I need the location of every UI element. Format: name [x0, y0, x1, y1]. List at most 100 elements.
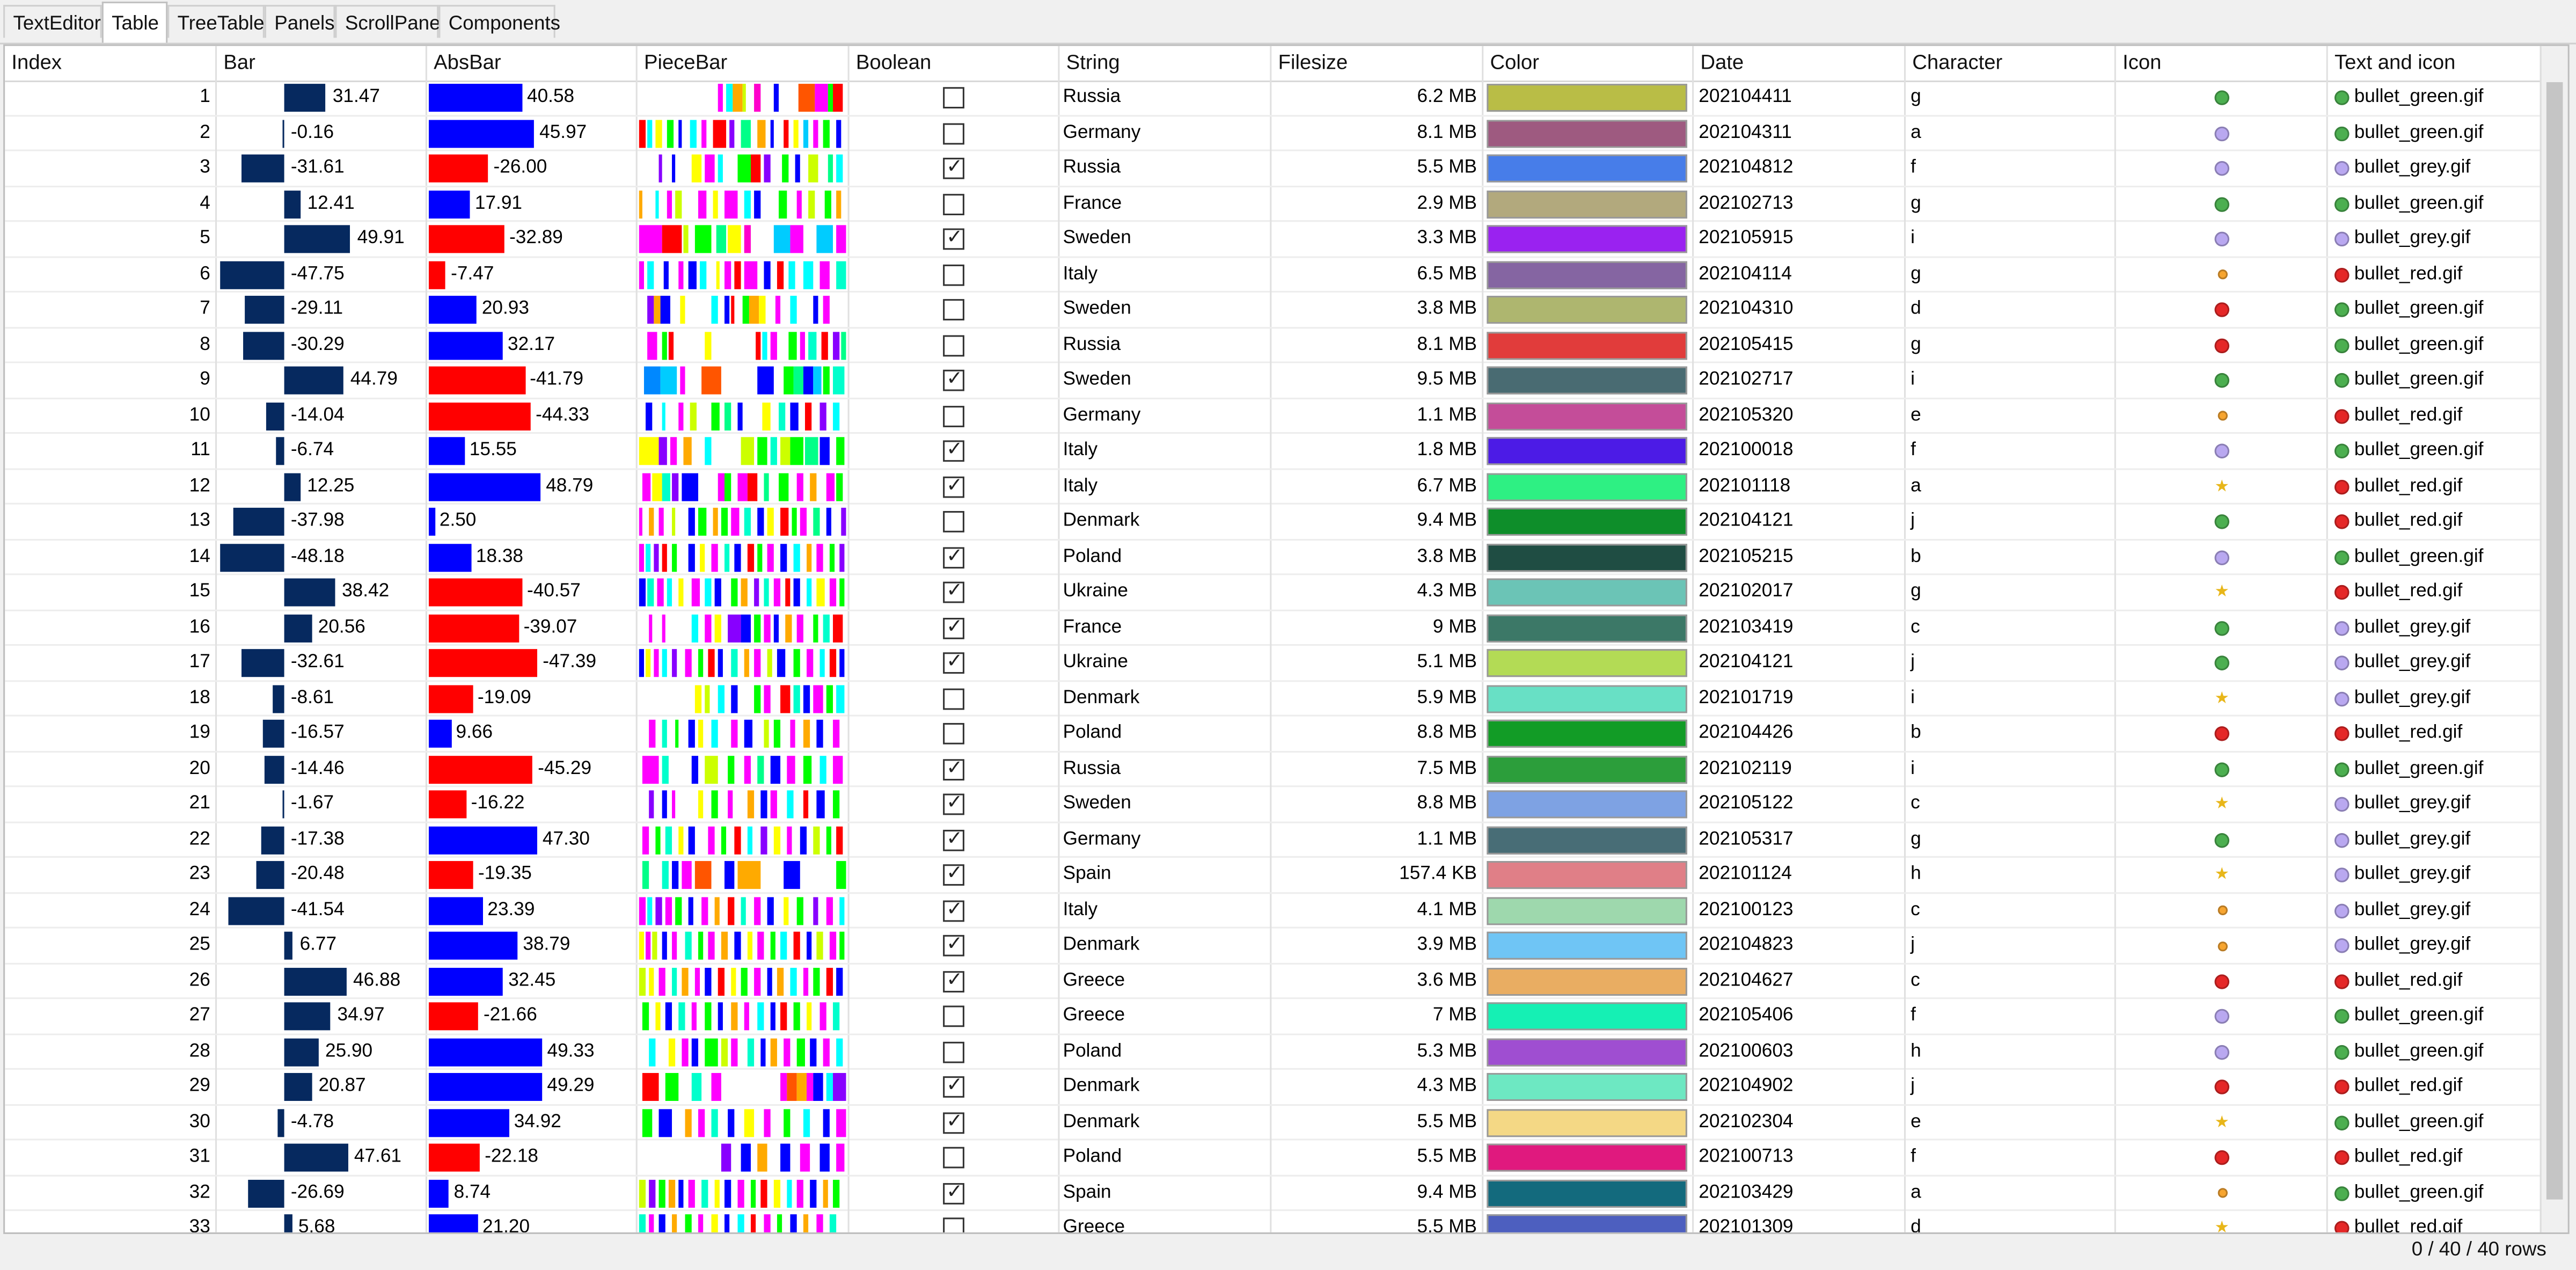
table-row[interactable]: 10 -14.04 -44.33 Germany 1.1 MB 202105320 e bul…	[5, 398, 2543, 434]
vertical-scrollbar[interactable]	[2540, 46, 2568, 1232]
boolean-checkbox[interactable]: ✓	[943, 896, 964, 921]
text-and-icon-cell: bullet_red.gif	[2328, 1211, 2543, 1232]
boolean-checkbox[interactable]: ✓	[943, 614, 964, 639]
table-row[interactable]: 20 -14.46 -45.29 ✓ Russia 7.5 MB 202102119 i bul…	[5, 751, 2543, 787]
boolean-checkbox[interactable]	[943, 334, 964, 356]
table-row[interactable]: 28 25.90 49.33 Poland 5.3 MB 202100603 h bullet…	[5, 1034, 2543, 1070]
table-row[interactable]: 26 46.88 32.45 ✓ Greece 3.6 MB 202104627 c bulle…	[5, 964, 2543, 999]
table-row[interactable]: 13 -37.98 2.50 Denmark 9.4 MB 202104121 j bulle…	[5, 504, 2543, 540]
column-header-index[interactable]: Index	[5, 46, 217, 81]
table-row[interactable]: 23 -20.48 -19.35 ✓ Spain 157.4 KB 202101124 h ★ b…	[5, 857, 2543, 893]
table-row[interactable]: 6 -47.75 -7.47 Italy 6.5 MB 202104114 g bullet_…	[5, 257, 2543, 293]
tab-panels[interactable]: Panels	[264, 5, 335, 38]
table-row[interactable]: 22 -17.38 47.30 ✓ Germany 1.1 MB 202105317 g bul…	[5, 822, 2543, 858]
boolean-checkbox[interactable]	[943, 122, 964, 144]
column-header-date[interactable]: Date	[1694, 46, 1906, 81]
table-row[interactable]: 29 20.87 49.29 ✓ Denmark 4.3 MB 202104902 j bull…	[5, 1069, 2543, 1105]
boolean-checkbox[interactable]	[943, 1005, 964, 1027]
piecebar-segment	[780, 437, 791, 465]
table-row[interactable]: 5 49.91 -32.89 ✓ Sweden 3.3 MB 202105915 i bulle…	[5, 222, 2543, 258]
boolean-checkbox[interactable]	[943, 1147, 964, 1169]
column-header-boolean[interactable]: Boolean	[850, 46, 1060, 81]
table-row[interactable]: 4 12.41 17.91 France 2.9 MB 202102713 g bullet_…	[5, 186, 2543, 222]
column-header-text-and-icon[interactable]: Text and icon	[2328, 46, 2543, 81]
table-row[interactable]: 17 -32.61 -47.39 ✓ Ukraine 5.1 MB 202104121 j bu…	[5, 646, 2543, 681]
table-row[interactable]: 27 34.97 -21.66 Greece 7 MB 202105406 f bullet_…	[5, 999, 2543, 1035]
boolean-checkbox[interactable]: ✓	[943, 755, 964, 780]
table-row[interactable]: 12 12.25 48.79 ✓ Italy 6.7 MB 202101118 a ★ bulle…	[5, 469, 2543, 505]
column-header-absbar[interactable]: AbsBar	[427, 46, 638, 81]
boolean-checkbox[interactable]	[943, 1041, 964, 1063]
table-row[interactable]: 8 -30.29 32.17 Russia 8.1 MB 202105415 g bullet…	[5, 327, 2543, 363]
piecebar-segment	[691, 1072, 702, 1101]
table-row[interactable]: 25 6.77 38.79 ✓ Denmark 3.9 MB 202104823 j bulle…	[5, 928, 2543, 964]
boolean-checkbox[interactable]: ✓	[943, 155, 964, 179]
column-header-icon[interactable]: Icon	[2116, 46, 2328, 81]
piecebar-segment	[764, 1108, 771, 1136]
table-row[interactable]: 15 38.42 -40.57 ✓ Ukraine 4.3 MB 202102017 g ★ bu…	[5, 575, 2543, 611]
table-row[interactable]: 33 5.68 21.20 Greece 5.5 MB 202101309 d ★ bullet…	[5, 1211, 2543, 1232]
column-header-filesize[interactable]: Filesize	[1271, 46, 1484, 81]
column-header-piecebar[interactable]: PieceBar	[638, 46, 850, 81]
piecebar-segment	[688, 826, 695, 854]
table-row[interactable]: 32 -26.69 8.74 ✓ Spain 9.4 MB 202103429 a bullet…	[5, 1176, 2543, 1211]
table-row[interactable]: 11 -6.74 15.55 ✓ Italy 1.8 MB 202100018 f bullet…	[5, 434, 2543, 469]
column-header-string[interactable]: String	[1059, 46, 1272, 81]
piecebar-segment	[787, 755, 795, 783]
column-header-character[interactable]: Character	[1906, 46, 2116, 81]
boolean-checkbox[interactable]	[943, 688, 964, 709]
boolean-checkbox[interactable]: ✓	[943, 649, 964, 674]
boolean-checkbox[interactable]: ✓	[943, 579, 964, 603]
boolean-checkbox[interactable]: ✓	[943, 437, 964, 462]
table-row[interactable]: 7 -29.11 20.93 Sweden 3.8 MB 202104310 d bullet…	[5, 292, 2543, 328]
boolean-checkbox[interactable]: ✓	[943, 826, 964, 851]
tab-table[interactable]: Table	[101, 2, 168, 43]
boolean-checkbox[interactable]	[943, 511, 964, 532]
column-header-color[interactable]: Color	[1483, 46, 1694, 81]
table-row[interactable]: 1 31.47 40.58 Russia 6.2 MB 202104411 g bullet_…	[5, 80, 2543, 116]
boolean-checkbox[interactable]: ✓	[943, 472, 964, 498]
tab-treetable[interactable]: TreeTable	[167, 5, 265, 38]
boolean-checkbox[interactable]	[943, 722, 964, 745]
piecebar-segment	[694, 684, 702, 713]
color-swatch	[1487, 1108, 1687, 1136]
tab-components[interactable]: Components	[438, 5, 560, 38]
table-row[interactable]: 9 44.79 -41.79 ✓ Sweden 9.5 MB 202102717 i bulle…	[5, 363, 2543, 399]
boolean-checkbox[interactable]: ✓	[943, 932, 964, 957]
boolean-checkbox[interactable]	[943, 1217, 964, 1232]
boolean-checkbox[interactable]: ✓	[943, 225, 964, 250]
bullet-purple-icon	[2214, 443, 2230, 459]
boolean-checkbox[interactable]: ✓	[943, 1073, 964, 1098]
vertical-scroll-thumb[interactable]	[2546, 82, 2563, 1200]
table-row[interactable]: 16 20.56 -39.07 ✓ France 9 MB 202103419 c bullet…	[5, 610, 2543, 646]
table-row[interactable]: 24 -41.54 23.39 ✓ Italy 4.1 MB 202100123 c bulle…	[5, 893, 2543, 929]
table-row[interactable]: 14 -48.18 18.38 ✓ Poland 3.8 MB 202105215 b bull…	[5, 539, 2543, 575]
table-row[interactable]: 18 -8.61 -19.09 Denmark 5.9 MB 202101719 i ★ bul…	[5, 681, 2543, 717]
table-row[interactable]: 31 47.61 -22.18 Poland 5.5 MB 202100713 f bulle…	[5, 1140, 2543, 1176]
boolean-checkbox[interactable]: ✓	[943, 967, 964, 992]
boolean-checkbox[interactable]: ✓	[943, 1179, 964, 1204]
boolean-checkbox[interactable]: ✓	[943, 790, 964, 815]
boolean-checkbox[interactable]	[943, 87, 964, 109]
date-cell: 202105215	[1694, 539, 1906, 574]
character-cell: c	[1906, 964, 2116, 998]
absbar-value: -47.39	[543, 652, 597, 673]
boolean-checkbox[interactable]: ✓	[943, 861, 964, 886]
boolean-checkbox[interactable]: ✓	[943, 543, 964, 568]
column-header-bar[interactable]: Bar	[217, 46, 427, 81]
table-row[interactable]: 2 -0.16 45.97 Germany 8.1 MB 202104311 a bullet…	[5, 115, 2543, 151]
horizontal-scrollbar[interactable]	[0, 1233, 2576, 1264]
piecebar-segment	[662, 719, 667, 748]
boolean-checkbox[interactable]: ✓	[943, 367, 964, 391]
boolean-checkbox[interactable]	[943, 405, 964, 427]
boolean-checkbox[interactable]	[943, 299, 964, 320]
table-row[interactable]: 19 -16.57 9.66 Poland 8.8 MB 202104426 b bullet…	[5, 716, 2543, 752]
boolean-checkbox[interactable]	[943, 264, 964, 286]
table-row[interactable]: 21 -1.67 -16.22 ✓ Sweden 8.8 MB 202105122 c ★ bul…	[5, 787, 2543, 823]
boolean-checkbox[interactable]	[943, 193, 964, 215]
boolean-checkbox[interactable]: ✓	[943, 1108, 964, 1133]
table-row[interactable]: 30 -4.78 34.92 ✓ Denmark 5.5 MB 202102304 e ★ bul…	[5, 1105, 2543, 1141]
table-row[interactable]: 3 -31.61 -26.00 ✓ Russia 5.5 MB 202104812 f bull…	[5, 151, 2543, 187]
tab-texteditor[interactable]: TextEditor	[3, 5, 102, 38]
tab-scrollpane[interactable]: ScrollPane	[335, 5, 440, 38]
